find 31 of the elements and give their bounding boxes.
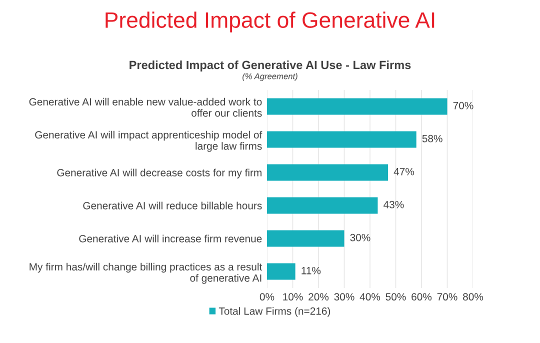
- x-tick-label: 10%: [283, 293, 303, 301]
- bar: [267, 131, 416, 148]
- data-label: 70%: [453, 102, 474, 110]
- x-tick-label: 30%: [334, 293, 354, 301]
- x-tick-label: 50%: [386, 293, 406, 301]
- data-label: 47%: [394, 168, 414, 176]
- x-tick-label: 60%: [412, 293, 432, 301]
- chart-title: Predicted Impact of Generative AI: [106, 12, 434, 32]
- bar: [267, 197, 378, 214]
- y-tick-label: My firm has/will change billing practices as a result of generative AI: [30, 262, 262, 284]
- data-label: 58%: [422, 134, 442, 142]
- bar: [267, 230, 344, 247]
- x-tick-label: 80%: [463, 293, 484, 301]
- bar: [267, 263, 296, 280]
- data-label: 11%: [302, 266, 321, 274]
- y-tick-label: Generative AI will impact apprenticeship model of large law firms: [35, 130, 262, 152]
- x-tick-label: 0%: [260, 293, 274, 301]
- x-tick-label: 20%: [308, 293, 329, 301]
- x-tick-label: 70%: [437, 293, 458, 301]
- data-label: 30%: [350, 234, 370, 242]
- bar: [267, 98, 448, 115]
- legend-label: Total Law Firms (n=216): [218, 307, 330, 317]
- y-tick-label: Generative AI will enable new value-added work to offer our clients: [29, 98, 262, 117]
- data-label: 43%: [384, 200, 404, 208]
- text: (% Agreement): [242, 73, 298, 81]
- x-tick-label: 40%: [360, 293, 380, 301]
- y-tick-label: Generative AI will increase firm revenue: [79, 234, 262, 242]
- y-tick-label: Generative AI will decrease costs for my firm: [57, 168, 262, 178]
- chart-subtitle: Predicted Impact of Generative AI Use - Law Firms: [130, 60, 411, 72]
- y-tick-label: Generative AI will reduce billable hours: [83, 202, 262, 210]
- bar: [267, 164, 388, 181]
